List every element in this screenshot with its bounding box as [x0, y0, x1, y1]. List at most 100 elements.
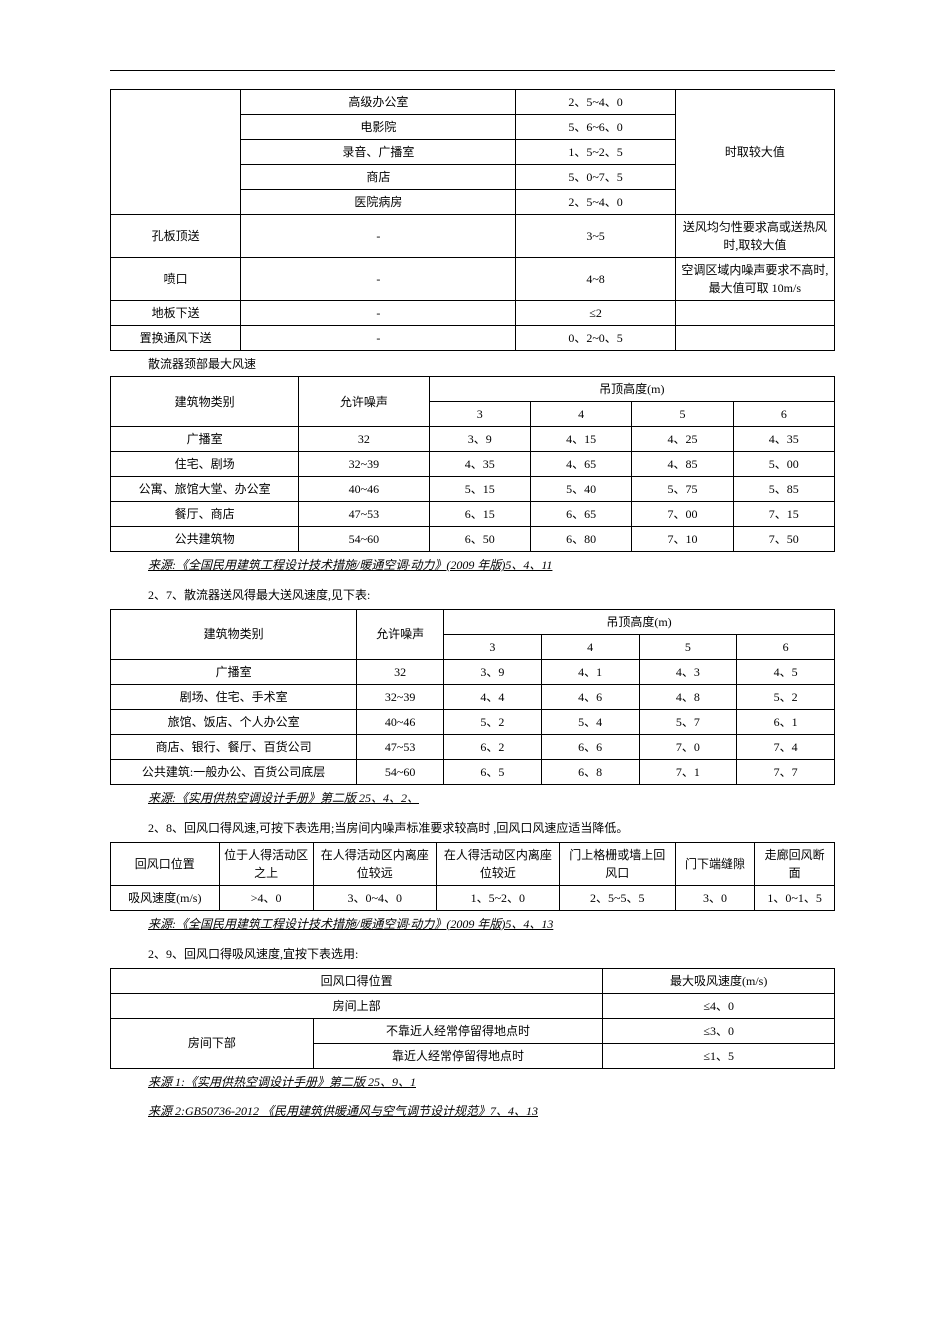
cell: 6、15 [429, 502, 530, 527]
source-4a: 来源 1:《实用供热空调设计手册》第二版 25、9、1 [148, 1073, 835, 1092]
cell: 医院病房 [241, 190, 516, 215]
cell: - [241, 258, 516, 301]
table-diffuser-max-speed: 建筑物类别 允许噪声 吊顶高度(m) 3 4 5 6 广播室323、94、14、… [110, 609, 835, 785]
cell: 不靠近人经常停留得地点时 [313, 1018, 603, 1043]
cell: 4、35 [429, 452, 530, 477]
cell: 时取较大值 [675, 90, 834, 215]
note-2-8: 2、8、回风口得风速,可按下表选用;当房间内噪声标准要求较高时 ,回风口风速应适… [148, 818, 835, 840]
cell: 0、2~0、5 [516, 326, 675, 351]
cell: 6、1 [737, 709, 835, 734]
cell: 32 [299, 427, 429, 452]
cell: 32 [357, 659, 444, 684]
cell: 地板下送 [111, 301, 241, 326]
cell [111, 90, 241, 215]
cell: 空调区域内噪声要求不高时,最大值可取 10m/s [675, 258, 834, 301]
cell: 5、40 [530, 477, 631, 502]
cell: 1、5~2、0 [436, 885, 559, 910]
cell: 5、85 [733, 477, 834, 502]
cell: - [241, 301, 516, 326]
cell: 5、2 [444, 709, 542, 734]
cell: 6、8 [541, 759, 639, 784]
cell: 剧场、住宅、手术室 [111, 684, 357, 709]
header: 3 [444, 634, 542, 659]
cell: 高级办公室 [241, 90, 516, 115]
cell: 商店 [241, 165, 516, 190]
cell: 6、65 [530, 502, 631, 527]
cell: 47~53 [299, 502, 429, 527]
cell: 5、15 [429, 477, 530, 502]
cell: 电影院 [241, 115, 516, 140]
cell: 4、85 [632, 452, 733, 477]
cell: 3、9 [444, 659, 542, 684]
cell: 54~60 [357, 759, 444, 784]
cell: ≤1、5 [603, 1043, 835, 1068]
cell: 4、1 [541, 659, 639, 684]
header: 建筑物类别 [111, 609, 357, 659]
cell: 6、5 [444, 759, 542, 784]
cell: 喷口 [111, 258, 241, 301]
cell: 广播室 [111, 659, 357, 684]
header: 回风口得位置 [111, 968, 603, 993]
header: 6 [737, 634, 835, 659]
cell: - [241, 326, 516, 351]
cell: 4、3 [639, 659, 737, 684]
header: 6 [733, 402, 834, 427]
cell: 5、0~7、5 [516, 165, 675, 190]
cell: 4、8 [639, 684, 737, 709]
cell: 2、5~4、0 [516, 190, 675, 215]
header: 在人得活动区内离座位较近 [436, 842, 559, 885]
cell: 54~60 [299, 527, 429, 552]
cell: 5、00 [733, 452, 834, 477]
cell: 5、6~6、0 [516, 115, 675, 140]
cell: 4、65 [530, 452, 631, 477]
cell: >4、0 [219, 885, 313, 910]
cell [675, 301, 834, 326]
cell: 孔板顶送 [111, 215, 241, 258]
cell: 公共建筑物 [111, 527, 299, 552]
cell: 6、80 [530, 527, 631, 552]
note-2-7: 2、7、散流器送风得最大送风速度,见下表: [148, 585, 835, 607]
header: 4 [530, 402, 631, 427]
cell: 6、50 [429, 527, 530, 552]
table-return-air-speed: 回风口位置 位于人得活动区之上 在人得活动区内离座位较远 在人得活动区内离座位较… [110, 842, 835, 911]
cell: 7、00 [632, 502, 733, 527]
cell: 4、35 [733, 427, 834, 452]
table-air-outlet-speed: 高级办公室 2、5~4、0 时取较大值 电影院 5、6~6、0 录音、广播室 1… [110, 89, 835, 351]
cell: 7、4 [737, 734, 835, 759]
header: 建筑物类别 [111, 377, 299, 427]
note-2-9: 2、9、回风口得吸风速度,宜按下表选用: [148, 944, 835, 966]
cell: 2、5~4、0 [516, 90, 675, 115]
cell: ≤3、0 [603, 1018, 835, 1043]
cell: 32~39 [299, 452, 429, 477]
cell: 录音、广播室 [241, 140, 516, 165]
cell: 住宅、剧场 [111, 452, 299, 477]
source-4b: 来源 2:GB50736-2012 《民用建筑供暖通风与空气调节设计规范》7、4… [148, 1102, 835, 1121]
header: 回风口位置 [111, 842, 220, 885]
header: 在人得活动区内离座位较远 [313, 842, 436, 885]
cell: 3、0~4、0 [313, 885, 436, 910]
cell: 40~46 [299, 477, 429, 502]
source-2: 来源:《实用供热空调设计手册》第二版 25、4、2、 [148, 789, 835, 808]
header: 门下端缝隙 [675, 842, 755, 885]
cell: 房间上部 [111, 993, 603, 1018]
cell: 餐厅、商店 [111, 502, 299, 527]
header: 最大吸风速度(m/s) [603, 968, 835, 993]
cell: 1、5~2、5 [516, 140, 675, 165]
cell: 3、0 [675, 885, 755, 910]
cell: 公寓、旅馆大堂、办公室 [111, 477, 299, 502]
cell: 47~53 [357, 734, 444, 759]
cell: ≤2 [516, 301, 675, 326]
cell: 置换通风下送 [111, 326, 241, 351]
cell: ≤4、0 [603, 993, 835, 1018]
cell: 6、6 [541, 734, 639, 759]
cell: 32~39 [357, 684, 444, 709]
header: 5 [639, 634, 737, 659]
cell: 4、15 [530, 427, 631, 452]
cell: 5、4 [541, 709, 639, 734]
cell: 商店、银行、餐厅、百货公司 [111, 734, 357, 759]
source-3: 来源:《全国民用建筑工程设计技术措施/暖通空调·动力》(2009 年版)5、4、… [148, 915, 835, 934]
cell: 靠近人经常停留得地点时 [313, 1043, 603, 1068]
header: 允许噪声 [299, 377, 429, 427]
cell: 7、1 [639, 759, 737, 784]
cell: 4、5 [737, 659, 835, 684]
